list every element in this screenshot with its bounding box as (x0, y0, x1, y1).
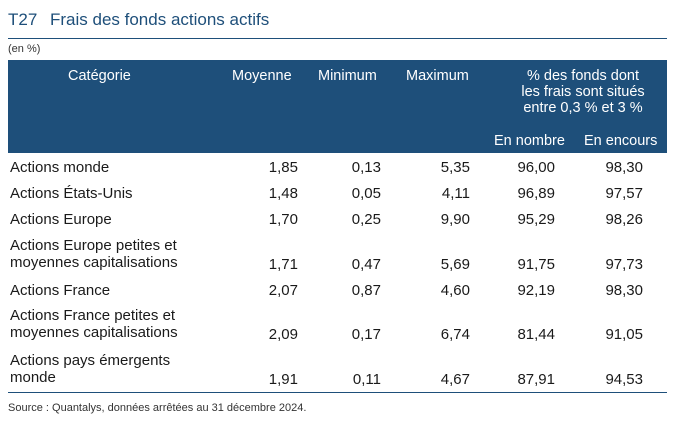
row-category-line1: Actions France (10, 282, 111, 299)
row-category-line1: Actions Europe petites et (10, 237, 177, 254)
cell-minimum: 0,25 (351, 211, 381, 228)
cell-maximum: 5,69 (440, 256, 470, 273)
cell-en-nombre: 96,89 (517, 185, 555, 202)
cell-moyenne: 1,70 (268, 211, 298, 228)
row-category-line1: Actions France petites et (10, 307, 176, 324)
cell-maximum: 5,35 (440, 159, 470, 176)
row-category-line1: Actions pays émergents (10, 352, 171, 369)
cell-minimum: 0,17 (351, 326, 381, 343)
cell-maximum: 4,67 (440, 371, 470, 388)
cell-moyenne: 1,91 (268, 371, 298, 388)
cell-en-encours: 91,05 (605, 326, 643, 343)
header-en-encours: En encours (584, 133, 658, 149)
table-title: T27 Frais des fonds actions actifs (0, 0, 675, 40)
table-title-text: Frais des fonds actions actifs (50, 10, 270, 29)
row-category-line1: Actions monde (10, 159, 110, 176)
cell-en-encours: 97,57 (605, 185, 643, 202)
row-category-line2: moyennes capitalisations (10, 254, 178, 271)
cell-en-nombre: 95,29 (517, 211, 555, 228)
header-minimum: Minimum (318, 68, 377, 84)
cell-minimum: 0,05 (351, 185, 381, 202)
cell-en-encours: 98,30 (605, 282, 643, 299)
cell-maximum: 6,74 (440, 326, 470, 343)
row-category: Actions pays émergents monde (10, 352, 230, 386)
table-header: Catégorie Moyenne Minimum Maximum % des … (8, 60, 667, 153)
row-category: Actions France petites et moyennes capit… (10, 307, 230, 341)
cell-moyenne: 2,09 (268, 326, 298, 343)
row-category-line2: monde (10, 369, 56, 386)
header-pct-line2: les frais sont situés (521, 84, 645, 100)
header-moyenne: Moyenne (232, 68, 292, 84)
row-category: Actions Europe (10, 211, 230, 228)
cell-minimum: 0,47 (351, 256, 381, 273)
header-pct-line3: entre 0,3 % et 3 % (523, 100, 643, 116)
cell-minimum: 0,13 (351, 159, 381, 176)
cell-en-nombre: 96,00 (517, 159, 555, 176)
cell-en-nombre: 81,44 (517, 326, 555, 343)
cell-en-encours: 98,30 (605, 159, 643, 176)
cell-maximum: 4,11 (441, 185, 470, 202)
cell-moyenne: 1,48 (268, 185, 298, 202)
cell-minimum: 0,11 (352, 371, 381, 388)
row-category: Actions États-Unis (10, 185, 230, 202)
cell-moyenne: 2,07 (268, 282, 298, 299)
table-bottom-divider (8, 392, 667, 393)
cell-en-nombre: 91,75 (517, 256, 555, 273)
cell-maximum: 4,60 (440, 282, 470, 299)
cell-en-encours: 94,53 (605, 371, 643, 388)
row-category-line1: Actions États-Unis (10, 185, 133, 202)
header-categorie: Catégorie (68, 68, 131, 84)
source-note: Source : Quantalys, données arrêtées au … (8, 402, 307, 414)
row-category: Actions Europe petites et moyennes capit… (10, 237, 230, 271)
header-maximum: Maximum (406, 68, 469, 84)
cell-en-nombre: 87,91 (517, 371, 555, 388)
cell-moyenne: 1,71 (268, 256, 298, 273)
cell-moyenne: 1,85 (268, 159, 298, 176)
header-pct-line1: % des fonds dont (526, 68, 640, 84)
title-divider (8, 38, 667, 39)
row-category: Actions France (10, 282, 230, 299)
header-pct-group: % des fonds dont les frais sont situés e… (498, 68, 668, 116)
header-en-nombre: En nombre (494, 133, 565, 149)
cell-maximum: 9,90 (440, 211, 470, 228)
row-category-line2: moyennes capitalisations (10, 324, 178, 341)
cell-en-encours: 98,26 (605, 211, 643, 228)
table-code: T27 (8, 10, 38, 29)
cell-minimum: 0,87 (351, 282, 381, 299)
row-category-line1: Actions Europe (10, 211, 112, 228)
cell-en-nombre: 92,19 (517, 282, 555, 299)
cell-en-encours: 97,73 (605, 256, 643, 273)
unit-label: (en %) (8, 43, 41, 55)
row-category: Actions monde (10, 159, 230, 176)
